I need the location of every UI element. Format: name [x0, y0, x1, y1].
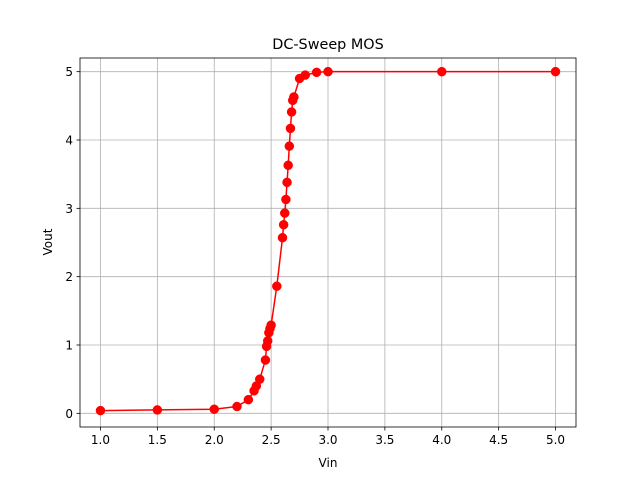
data-point — [266, 320, 276, 330]
data-point — [260, 355, 271, 365]
x-tick-label: 2.0 — [205, 433, 224, 447]
data-point — [323, 66, 333, 77]
data-point — [284, 141, 295, 151]
data-point — [209, 404, 219, 414]
x-tick-label: 3.0 — [318, 433, 337, 447]
series — [95, 66, 561, 416]
x-axis-ticks: 1.0 1.5 2.0 2.5 3.0 3.5 4.0 4.5 5.0 — [91, 427, 565, 447]
data-point — [243, 394, 254, 405]
chart-title: DC-Sweep MOS — [272, 37, 384, 53]
y-tick-label: 0 — [65, 407, 73, 421]
y-tick-label: 3 — [65, 202, 73, 216]
data-point — [289, 92, 299, 102]
y-tick-label: 2 — [65, 270, 73, 284]
data-point — [300, 70, 310, 80]
data-point — [277, 232, 288, 243]
x-tick-label: 1.0 — [91, 433, 110, 447]
grid — [80, 58, 576, 427]
data-point — [95, 405, 106, 416]
x-axis-label: Vin — [319, 456, 338, 470]
data-point — [278, 219, 289, 230]
data-point — [283, 160, 293, 171]
y-tick-label: 1 — [65, 339, 73, 353]
data-point — [262, 336, 273, 346]
data-point — [437, 66, 447, 77]
y-tick-label: 5 — [65, 65, 73, 79]
y-axis-ticks: 0 1 2 3 4 5 — [65, 65, 80, 421]
x-tick-label: 1.5 — [148, 433, 167, 447]
data-point — [282, 177, 292, 188]
data-point — [254, 374, 265, 384]
x-tick-label: 3.5 — [375, 433, 394, 447]
data-point — [285, 123, 296, 134]
y-tick-label: 4 — [65, 134, 73, 148]
x-tick-label: 4.5 — [489, 433, 508, 447]
data-point — [280, 208, 290, 218]
x-tick-label: 2.5 — [262, 433, 281, 447]
data-point — [281, 194, 291, 205]
data-point — [311, 67, 322, 78]
data-point — [272, 281, 282, 291]
data-point — [152, 405, 163, 415]
x-tick-label: 4.0 — [432, 433, 451, 447]
data-point — [550, 66, 561, 77]
y-axis-label: Vout — [41, 228, 55, 255]
data-point — [232, 401, 242, 412]
x-tick-label: 5.0 — [546, 433, 565, 447]
data-point — [286, 107, 297, 117]
